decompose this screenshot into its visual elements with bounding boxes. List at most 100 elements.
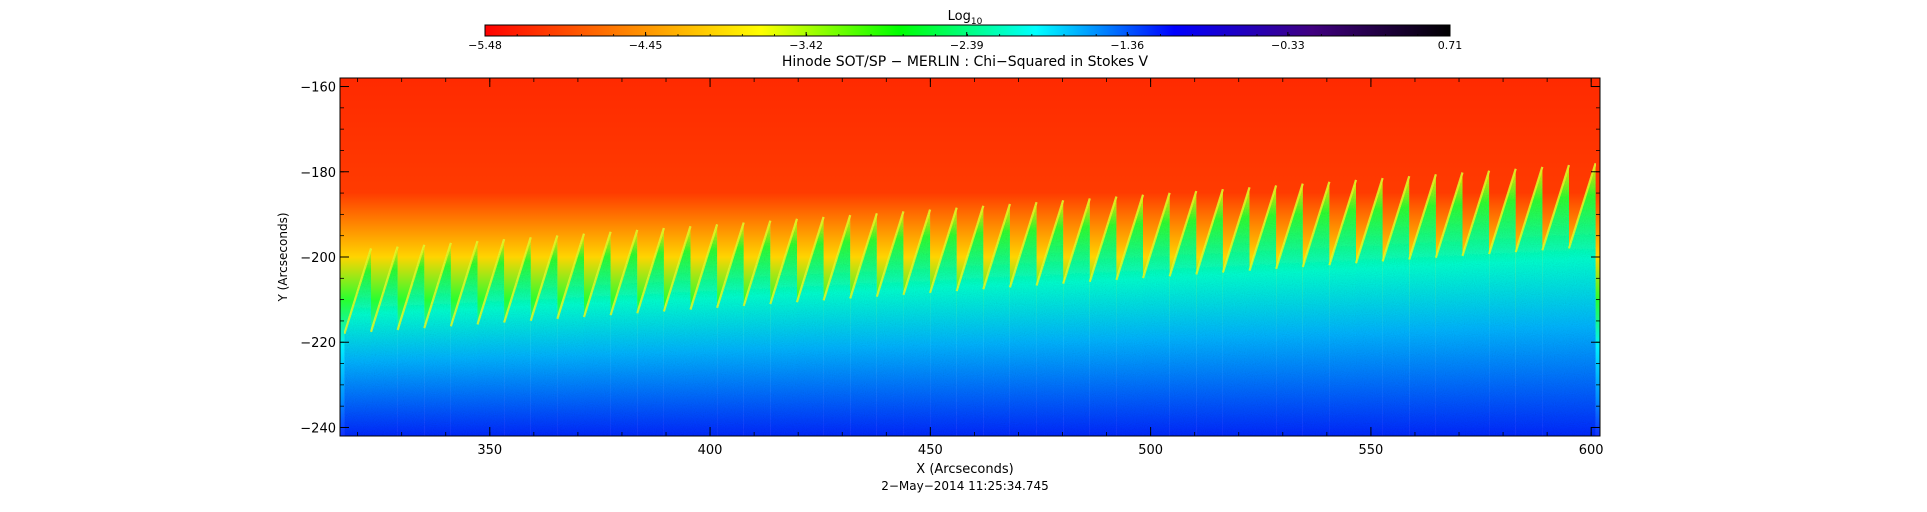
heatmap-wedge xyxy=(1569,163,1596,436)
heatmap-wedge-edge xyxy=(1408,174,1437,260)
x-tick-label: 350 xyxy=(477,443,502,458)
heatmap-wedge-edge xyxy=(1514,166,1544,253)
heatmap-wedge xyxy=(1222,187,1250,436)
heatmap-wedge-edge xyxy=(1248,185,1278,272)
heatmap-wedge-edge xyxy=(449,240,479,327)
heatmap-wedge xyxy=(1276,183,1303,436)
heatmap-wedge xyxy=(743,220,771,436)
heatmap-wedge xyxy=(717,222,744,436)
heatmap-wedge xyxy=(530,235,558,436)
heatmap-wedge-edge xyxy=(1541,164,1571,251)
x-axis-label: X (Arcseconds) xyxy=(916,462,1013,477)
x-tick-label: 400 xyxy=(698,443,723,458)
heatmap-area xyxy=(340,78,1600,436)
heatmap-wedge-edge xyxy=(1354,177,1384,264)
y-tick-label: −180 xyxy=(300,166,336,181)
x-axis: 350 400 450 500 550 600 xyxy=(357,78,1604,458)
heatmap-wedge-edge xyxy=(716,222,745,309)
y-axis: −160 −180 −200 −220 −240 xyxy=(300,81,1600,436)
heatmap-wedge xyxy=(876,211,904,436)
heatmap-wedge-edge xyxy=(503,237,532,323)
heatmap-wedge xyxy=(424,242,451,436)
heatmap-wedge-edge xyxy=(1488,168,1517,255)
colorbar: Log10 −5.48 −4.45 −3.42 −2.39 −1.36 −0.33 0.71 xyxy=(468,9,1462,52)
heatmap-wedge-edge xyxy=(1567,162,1597,249)
heatmap-wedge-edge xyxy=(689,224,719,310)
heatmap-wedge-edge xyxy=(636,227,665,314)
y-axis-label: Y (Arcseconds) xyxy=(276,212,290,302)
heatmap-wedge-edge xyxy=(982,203,1011,290)
y-tick-label: −200 xyxy=(300,251,336,266)
heatmap-wedge-edge xyxy=(556,233,586,320)
x-tick-label: 600 xyxy=(1579,443,1604,458)
heatmap-wedge xyxy=(450,241,478,436)
x-tick-label: 500 xyxy=(1138,443,1163,458)
heatmap-wedge xyxy=(557,233,584,436)
colorbar-tick-label: −3.42 xyxy=(789,39,823,52)
colorbar-label-main: Log xyxy=(948,9,971,24)
colorbar-tick-label: −1.36 xyxy=(1110,39,1144,52)
heatmap-wedge xyxy=(1089,196,1117,436)
heatmap-wedge xyxy=(930,207,957,436)
heatmap-wedge xyxy=(584,231,611,436)
colorbar-label: Log10 xyxy=(948,9,983,27)
colorbar-tick-label: −4.45 xyxy=(629,39,663,52)
heatmap-wedge xyxy=(956,205,984,436)
heatmap-wedge xyxy=(770,218,797,436)
heatmap-wedge xyxy=(1542,165,1569,436)
heatmap-wedge xyxy=(504,237,531,436)
heatmap-wedge xyxy=(371,246,398,436)
heatmap-wedge-edge xyxy=(1301,181,1331,268)
colorbar-label-sub: 10 xyxy=(971,17,983,27)
heatmap-wedge xyxy=(1036,200,1064,436)
heatmap-wedge xyxy=(1143,192,1170,436)
heatmap-wedge-edge xyxy=(822,214,852,301)
heatmap-wedge-edge xyxy=(1062,198,1091,285)
heatmap-wedge-edge xyxy=(582,231,612,318)
heatmap-wedge-edge xyxy=(1141,192,1171,279)
heatmap-wedge-edge xyxy=(343,248,373,335)
heatmap-wedge xyxy=(1196,189,1223,436)
heatmap-wedge-edge xyxy=(476,238,506,325)
y-tick-label: −240 xyxy=(300,421,336,436)
heatmap-wedge xyxy=(1063,198,1090,436)
heatmap-wedge xyxy=(397,244,425,436)
heatmap-wedge-edge xyxy=(1195,188,1224,275)
heatmap-wedge-edge xyxy=(849,212,878,299)
chart-title: Hinode SOT/SP − MERLIN : Chi−Squared in … xyxy=(782,54,1149,70)
heatmap-wedge-edge xyxy=(662,225,692,312)
chart-subtitle: 2−May−2014 11:25:34.745 xyxy=(881,479,1049,493)
heatmap-wedge xyxy=(1009,202,1037,436)
heatmap-wedge xyxy=(637,228,664,436)
heatmap-wedge-edge xyxy=(609,229,639,316)
colorbar-tick-label: −0.33 xyxy=(1271,39,1305,52)
heatmap-wedge-edge xyxy=(1328,179,1358,266)
y-tick-label: −220 xyxy=(300,336,336,351)
heatmap-wedge-edge xyxy=(795,216,825,303)
colorbar-tick-label: −2.39 xyxy=(950,39,984,52)
heatmap-wedge-edge xyxy=(1434,172,1464,259)
heatmap-wedge xyxy=(610,229,638,436)
heatmap-wedge-edge xyxy=(1035,199,1065,286)
heatmap-wedge-edge xyxy=(902,209,932,296)
heatmap-wedge-edge xyxy=(769,218,799,305)
heatmap-wedge xyxy=(903,209,931,436)
heatmap-wedge-edge xyxy=(423,242,452,329)
heatmap-wedge-edge xyxy=(1461,170,1491,257)
colorbar-tick-label: −5.48 xyxy=(468,39,502,52)
heatmap-wedge-edge xyxy=(1115,194,1145,281)
heatmap-wedge-edge xyxy=(369,246,399,333)
heatmap-wedge-edge xyxy=(1088,196,1118,283)
heatmap-wedge xyxy=(344,248,371,436)
heatmap-wedge xyxy=(663,226,691,436)
heatmap-wedge-edge xyxy=(1381,175,1411,262)
heatmap-wedge xyxy=(1302,181,1330,436)
heatmap-wedge xyxy=(1169,191,1197,436)
heatmap-wedge-edge xyxy=(1168,190,1198,277)
heatmap-wedge xyxy=(690,224,718,436)
heatmap-stripes xyxy=(343,162,1597,436)
x-tick-label: 450 xyxy=(918,443,943,458)
heatmap-wedge-edge xyxy=(742,220,772,307)
heatmap-wedge xyxy=(823,215,851,436)
